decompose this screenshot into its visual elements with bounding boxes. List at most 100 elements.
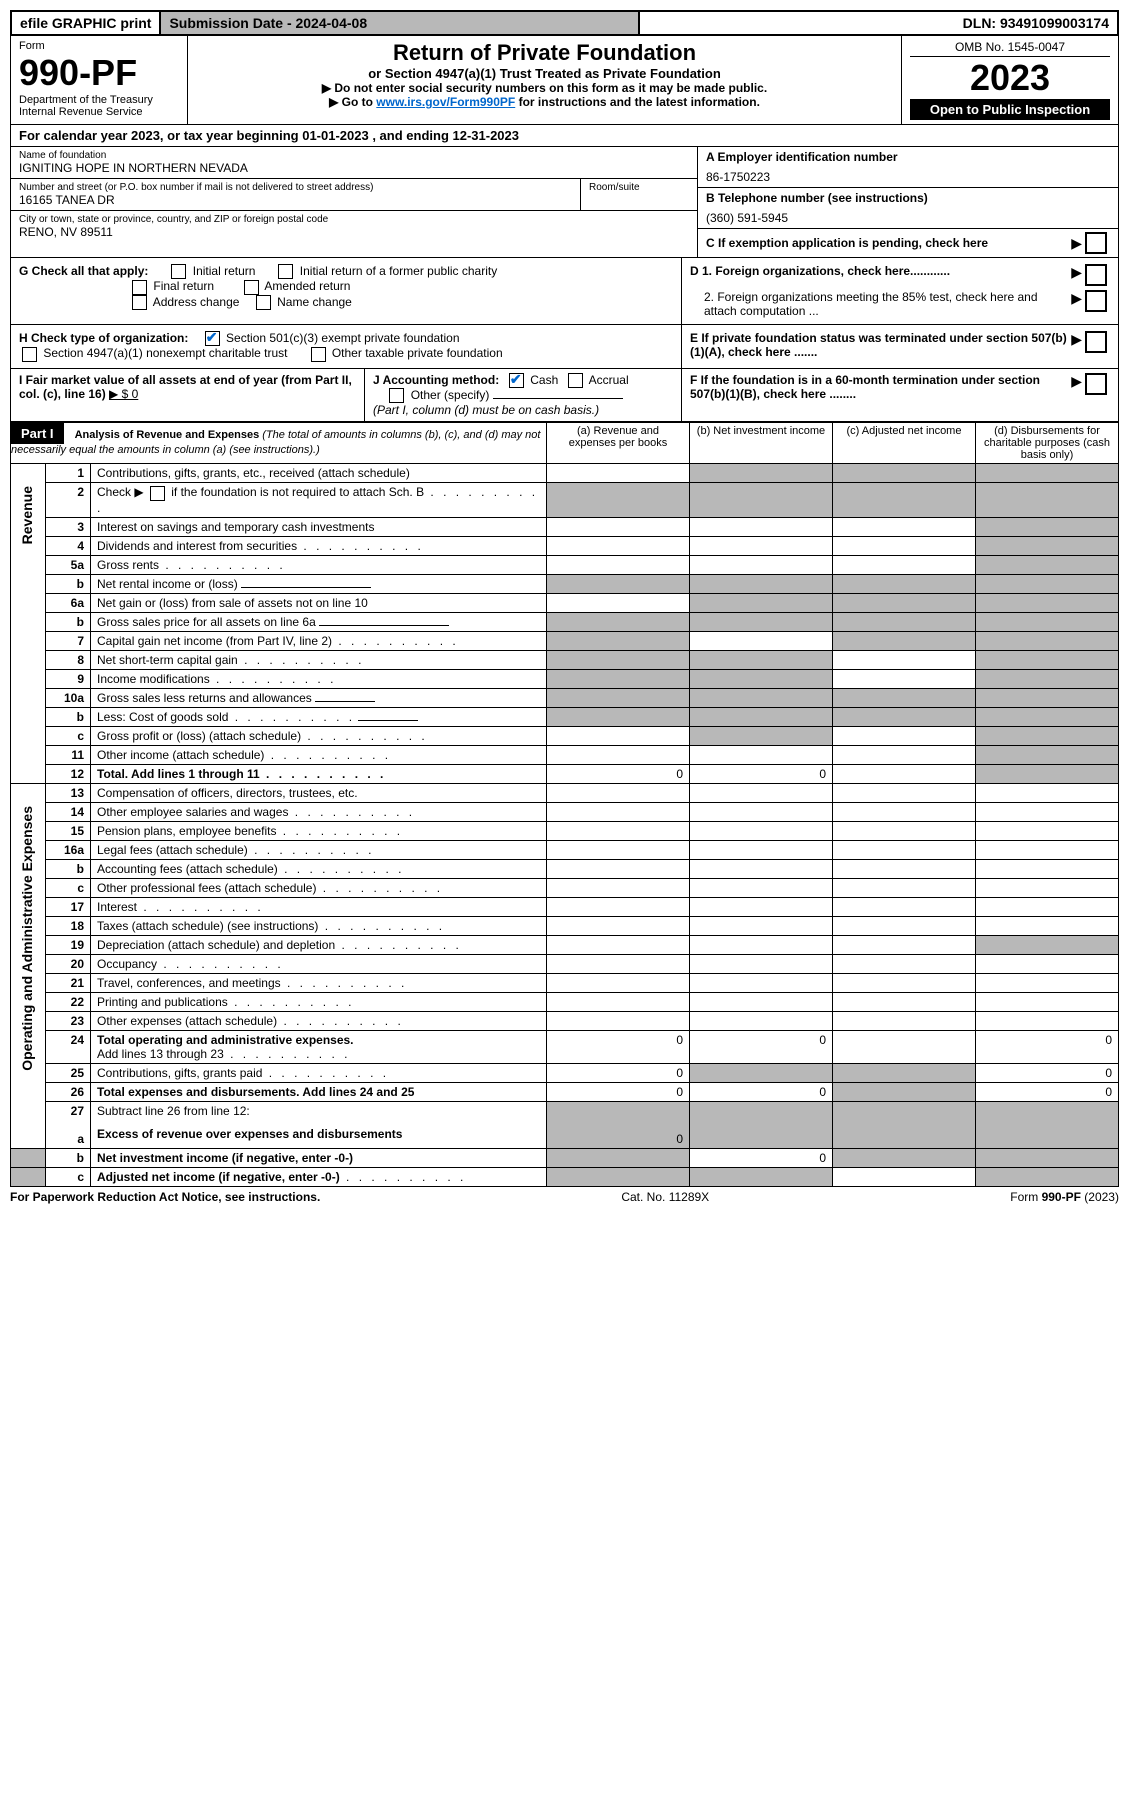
- val-27bb: 0: [690, 1148, 833, 1167]
- form-header: Form 990-PF Department of the Treasury I…: [10, 36, 1119, 125]
- line-5a: Gross rents: [91, 555, 547, 574]
- val-24a: 0: [547, 1030, 690, 1063]
- line-20: Occupancy: [91, 954, 547, 973]
- line-13: Compensation of officers, directors, tru…: [91, 783, 547, 802]
- val-25a: 0: [547, 1063, 690, 1082]
- ein: 86-1750223: [706, 170, 1110, 184]
- line-16b: Accounting fees (attach schedule): [91, 859, 547, 878]
- instruction-1: ▶ Do not enter social security numbers o…: [196, 81, 893, 95]
- line-9: Income modifications: [91, 669, 547, 688]
- form-label: Form: [19, 40, 179, 52]
- line-21: Travel, conferences, and meetings: [91, 973, 547, 992]
- revenue-side: Revenue: [17, 466, 37, 564]
- line-16a: Legal fees (attach schedule): [91, 840, 547, 859]
- j-other-checkbox[interactable]: [389, 388, 404, 403]
- i-value: ▶ $ 0: [109, 387, 138, 401]
- val-12b: 0: [690, 764, 833, 783]
- line-27a: Excess of revenue over expenses and disb…: [91, 1125, 547, 1149]
- phone-label: B Telephone number (see instructions): [706, 191, 1110, 205]
- line-6b: Gross sales price for all assets on line…: [91, 612, 547, 631]
- line-25: Contributions, gifts, grants paid: [91, 1063, 547, 1082]
- instruction-2: ▶ Go to www.irs.gov/Form990PF for instru…: [196, 95, 893, 109]
- e-label: E If private foundation status was termi…: [690, 331, 1071, 362]
- top-bar: efile GRAPHIC print Submission Date - 20…: [10, 10, 1119, 36]
- line-22: Printing and publications: [91, 992, 547, 1011]
- line-23: Other expenses (attach schedule): [91, 1011, 547, 1030]
- line-8: Net short-term capital gain: [91, 650, 547, 669]
- address-change-checkbox[interactable]: [132, 295, 147, 310]
- ein-label: A Employer identification number: [706, 150, 1110, 164]
- foundation-name: IGNITING HOPE IN NORTHERN NEVADA: [19, 161, 689, 175]
- val-26b: 0: [690, 1082, 833, 1101]
- val-27aa: 0: [547, 1101, 690, 1148]
- col-c-header: (c) Adjusted net income: [833, 423, 976, 464]
- exemption-label: C If exemption application is pending, c…: [706, 236, 1071, 250]
- line-24: Total operating and administrative expen…: [91, 1030, 547, 1063]
- open-public: Open to Public Inspection: [910, 99, 1110, 120]
- dln: DLN: 93491099003174: [640, 12, 1117, 34]
- amended-return-checkbox[interactable]: [244, 280, 259, 295]
- name-label: Name of foundation: [19, 150, 689, 161]
- arrow-icon: ▶: [1071, 235, 1082, 252]
- dept-irs: Internal Revenue Service: [19, 106, 179, 118]
- line-10b: Less: Cost of goods sold: [91, 707, 547, 726]
- irs-link[interactable]: www.irs.gov/Form990PF: [376, 95, 515, 109]
- part1-table: Part I Analysis of Revenue and Expenses …: [10, 422, 1119, 1186]
- initial-return-checkbox[interactable]: [171, 264, 186, 279]
- form-title: Return of Private Foundation: [196, 40, 893, 66]
- e-checkbox[interactable]: [1085, 331, 1107, 353]
- col-d-header: (d) Disbursements for charitable purpose…: [976, 423, 1119, 464]
- city-state-zip: RENO, NV 89511: [19, 225, 689, 239]
- schb-checkbox[interactable]: [150, 486, 165, 501]
- col-a-header: (a) Revenue and expenses per books: [547, 423, 690, 464]
- footer-mid: Cat. No. 11289X: [621, 1190, 709, 1204]
- i-label: I Fair market value of all assets at end…: [19, 373, 352, 401]
- initial-former-checkbox[interactable]: [278, 264, 293, 279]
- line-11: Other income (attach schedule): [91, 745, 547, 764]
- form-subtitle: or Section 4947(a)(1) Trust Treated as P…: [196, 66, 893, 81]
- line-17: Interest: [91, 897, 547, 916]
- g-label: G Check all that apply:: [19, 264, 148, 278]
- expenses-side: Operating and Administrative Expenses: [17, 786, 37, 1091]
- h-4947-checkbox[interactable]: [22, 347, 37, 362]
- d2-checkbox[interactable]: [1085, 290, 1107, 312]
- line-15: Pension plans, employee benefits: [91, 821, 547, 840]
- submission-date: Submission Date - 2024-04-08: [161, 12, 640, 34]
- exemption-checkbox[interactable]: [1085, 232, 1107, 254]
- room-label: Room/suite: [589, 182, 689, 193]
- line-18: Taxes (attach schedule) (see instruction…: [91, 916, 547, 935]
- efile-label: efile GRAPHIC print: [12, 12, 161, 34]
- final-return-checkbox[interactable]: [132, 280, 147, 295]
- j-accrual-checkbox[interactable]: [568, 373, 583, 388]
- val-25d: 0: [976, 1063, 1119, 1082]
- h-other-checkbox[interactable]: [311, 347, 326, 362]
- dept-treasury: Department of the Treasury: [19, 94, 179, 106]
- d1-checkbox[interactable]: [1085, 264, 1107, 286]
- h-501c3-checkbox[interactable]: [205, 331, 220, 346]
- line-2: Check ▶ if the foundation is not require…: [91, 483, 547, 517]
- val-24b: 0: [690, 1030, 833, 1063]
- j-cash-checkbox[interactable]: [509, 373, 524, 388]
- line-5b: Net rental income or (loss): [91, 574, 547, 593]
- name-change-checkbox[interactable]: [256, 295, 271, 310]
- col-b-header: (b) Net investment income: [690, 423, 833, 464]
- d1-label: D 1. Foreign organizations, check here..…: [690, 264, 1071, 286]
- d2-label: 2. Foreign organizations meeting the 85%…: [690, 290, 1071, 318]
- calendar-year: For calendar year 2023, or tax year begi…: [10, 125, 1119, 147]
- part1-title: Analysis of Revenue and Expenses: [75, 429, 260, 441]
- line-19: Depreciation (attach schedule) and deple…: [91, 935, 547, 954]
- line-27b: Net investment income (if negative, ente…: [91, 1148, 547, 1167]
- line-7: Capital gain net income (from Part IV, l…: [91, 631, 547, 650]
- line-27: Subtract line 26 from line 12:: [91, 1101, 547, 1125]
- line-6a: Net gain or (loss) from sale of assets n…: [91, 593, 547, 612]
- section-h-e: H Check type of organization: Section 50…: [10, 325, 1119, 369]
- f-checkbox[interactable]: [1085, 373, 1107, 395]
- j-other-input[interactable]: [493, 398, 623, 399]
- line-26: Total expenses and disbursements. Add li…: [91, 1082, 547, 1101]
- f-label: F If the foundation is in a 60-month ter…: [690, 373, 1071, 418]
- phone: (360) 591-5945: [706, 211, 1110, 225]
- line-4: Dividends and interest from securities: [91, 536, 547, 555]
- j-label: J Accounting method:: [373, 373, 499, 387]
- tax-year: 2023: [910, 57, 1110, 99]
- j-note: (Part I, column (d) must be on cash basi…: [373, 403, 599, 417]
